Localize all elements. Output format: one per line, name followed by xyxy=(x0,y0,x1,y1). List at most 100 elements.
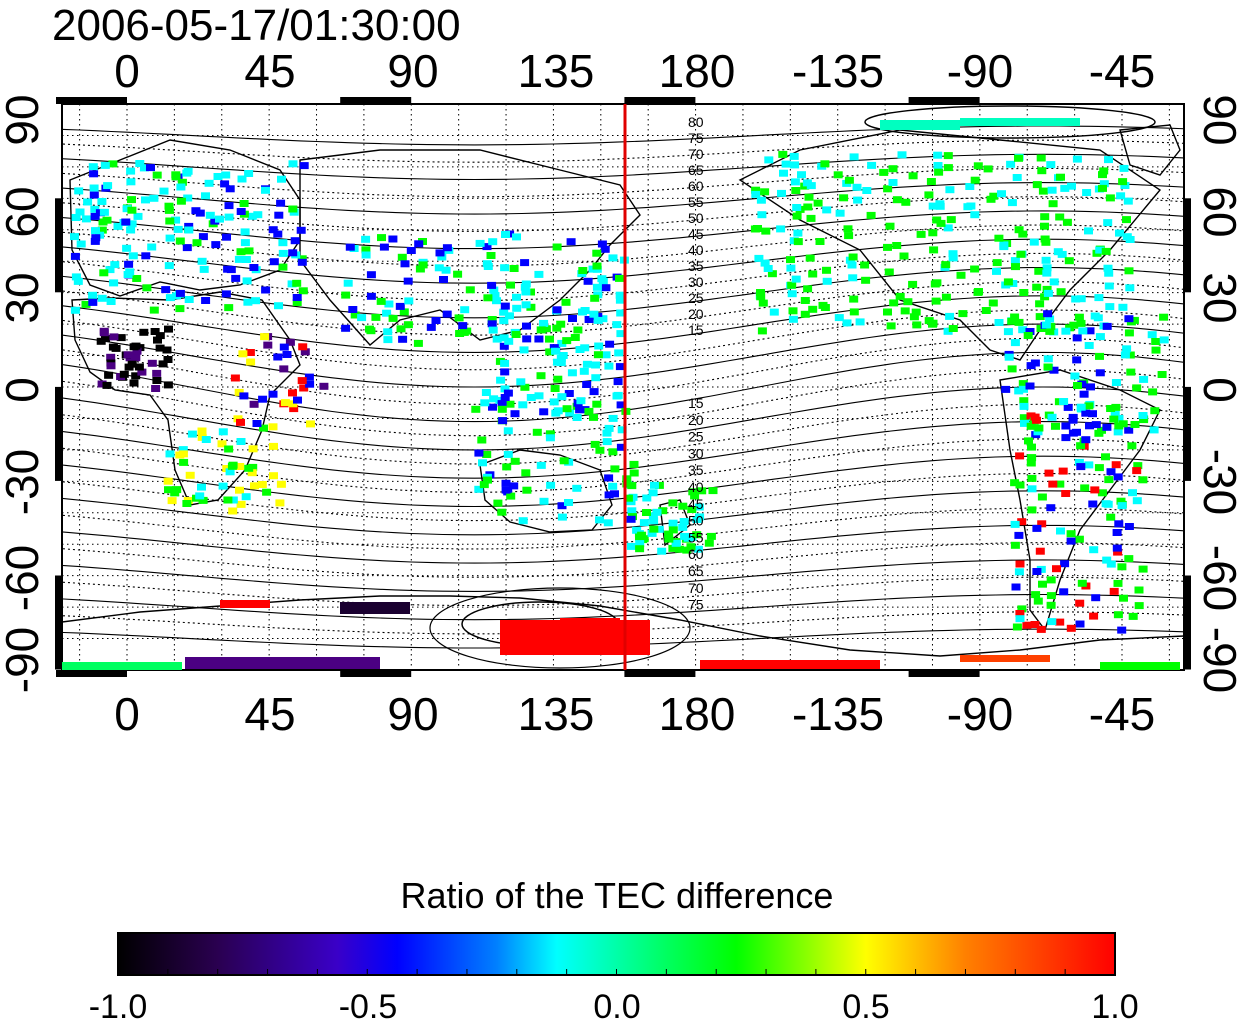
tec-patch xyxy=(604,474,614,482)
tec-patch xyxy=(1124,555,1134,563)
tec-patch xyxy=(503,450,513,458)
tec-patch xyxy=(361,235,371,243)
tec-patch xyxy=(123,351,133,359)
tec-patch xyxy=(296,226,306,234)
tec-patch xyxy=(612,321,622,329)
tec-patch xyxy=(1066,537,1076,545)
tec-patch xyxy=(192,239,202,247)
contour-label-north: 25 xyxy=(688,290,704,306)
tec-patch xyxy=(1088,410,1097,418)
tec-patch xyxy=(654,481,664,489)
tec-patch xyxy=(883,185,893,193)
tec-patch xyxy=(943,152,953,160)
tec-patch xyxy=(1076,442,1086,450)
tec-patch xyxy=(604,491,614,499)
tec-patch xyxy=(142,284,152,292)
tec-patch xyxy=(593,351,603,359)
tec-patch xyxy=(244,247,254,255)
tec-patch xyxy=(686,543,696,551)
tec-patch xyxy=(1086,383,1095,391)
tec-patch xyxy=(1066,624,1076,632)
tec-patch xyxy=(250,482,259,490)
tec-patch xyxy=(285,338,295,346)
tec-patch xyxy=(965,183,975,190)
tec-patch xyxy=(933,162,943,169)
tec-patch xyxy=(760,259,770,267)
tec-patch xyxy=(127,220,137,228)
tec-patch xyxy=(1049,278,1059,286)
tec-patch xyxy=(564,499,573,506)
tec-patch xyxy=(1045,315,1055,323)
tec-patch xyxy=(248,445,258,453)
tec-patch xyxy=(1084,461,1094,469)
tec-patch xyxy=(628,493,638,501)
contour-label-south: 35 xyxy=(688,462,704,478)
tec-patch xyxy=(931,297,941,305)
tec-patch xyxy=(526,394,536,401)
tec-band xyxy=(62,662,182,670)
tec-patch xyxy=(562,337,572,345)
tec-patch xyxy=(152,377,162,384)
tec-patch xyxy=(1102,423,1112,431)
tec-patch xyxy=(224,202,234,210)
tec-patch xyxy=(292,279,302,287)
tec-patch xyxy=(482,260,492,268)
tec-patch xyxy=(1110,411,1120,418)
tec-patch xyxy=(800,310,810,318)
tec-patch xyxy=(1114,422,1124,430)
tec-patch xyxy=(70,252,80,260)
tec-patch xyxy=(132,347,142,355)
tec-patch xyxy=(1138,565,1148,573)
tec-patch xyxy=(582,381,592,388)
tec-patch xyxy=(668,499,678,507)
tec-patch xyxy=(97,226,107,234)
tec-patch xyxy=(763,265,773,272)
tec-patch xyxy=(230,374,240,382)
tec-patch xyxy=(100,161,110,169)
tec-patch xyxy=(690,492,700,500)
tec-patch xyxy=(1124,315,1134,323)
tec-patch xyxy=(500,359,510,367)
tec-patch xyxy=(1059,398,1069,405)
tec-patch xyxy=(90,212,100,220)
tec-patch xyxy=(175,237,185,245)
tec-patch xyxy=(182,500,192,507)
tec-patch xyxy=(615,296,625,304)
tec-patch xyxy=(992,267,1001,275)
tec-patch xyxy=(1105,194,1115,202)
lat-tick-right-3: 0 xyxy=(1194,377,1240,403)
tec-patch xyxy=(306,420,315,428)
tec-patch xyxy=(235,463,245,470)
tec-patch xyxy=(1095,333,1105,341)
tec-patch xyxy=(793,229,803,237)
tec-patch xyxy=(139,164,149,172)
tec-patch xyxy=(1006,160,1016,168)
tec-patch xyxy=(197,483,206,491)
tec-patch xyxy=(1122,216,1131,224)
tec-patch xyxy=(509,265,519,272)
tec-patch xyxy=(361,251,371,259)
tec-patch xyxy=(1046,576,1056,584)
tec-patch xyxy=(70,306,80,314)
tec-patch xyxy=(678,523,688,531)
tec-patch xyxy=(678,502,688,510)
tec-patch xyxy=(805,254,815,262)
lat-tick-right-1: 60 xyxy=(1194,186,1240,237)
tec-patch xyxy=(928,229,938,237)
tec-patch xyxy=(224,445,234,453)
tec-patch xyxy=(1019,385,1028,393)
tec-patch xyxy=(241,256,251,263)
tec-patch xyxy=(1106,405,1116,412)
tec-patch xyxy=(501,479,511,487)
tec-patch xyxy=(1004,353,1014,361)
tec-patch xyxy=(1035,547,1045,555)
tec-patch xyxy=(506,281,515,289)
south-pole-contour-outer xyxy=(429,587,691,669)
tec-patch xyxy=(506,492,516,500)
tec-patch xyxy=(260,333,270,341)
tec-patch xyxy=(664,535,674,543)
tec-patch xyxy=(365,325,374,333)
tec-patch xyxy=(490,292,500,299)
tec-patch xyxy=(480,399,490,407)
tec-patch xyxy=(933,151,943,159)
